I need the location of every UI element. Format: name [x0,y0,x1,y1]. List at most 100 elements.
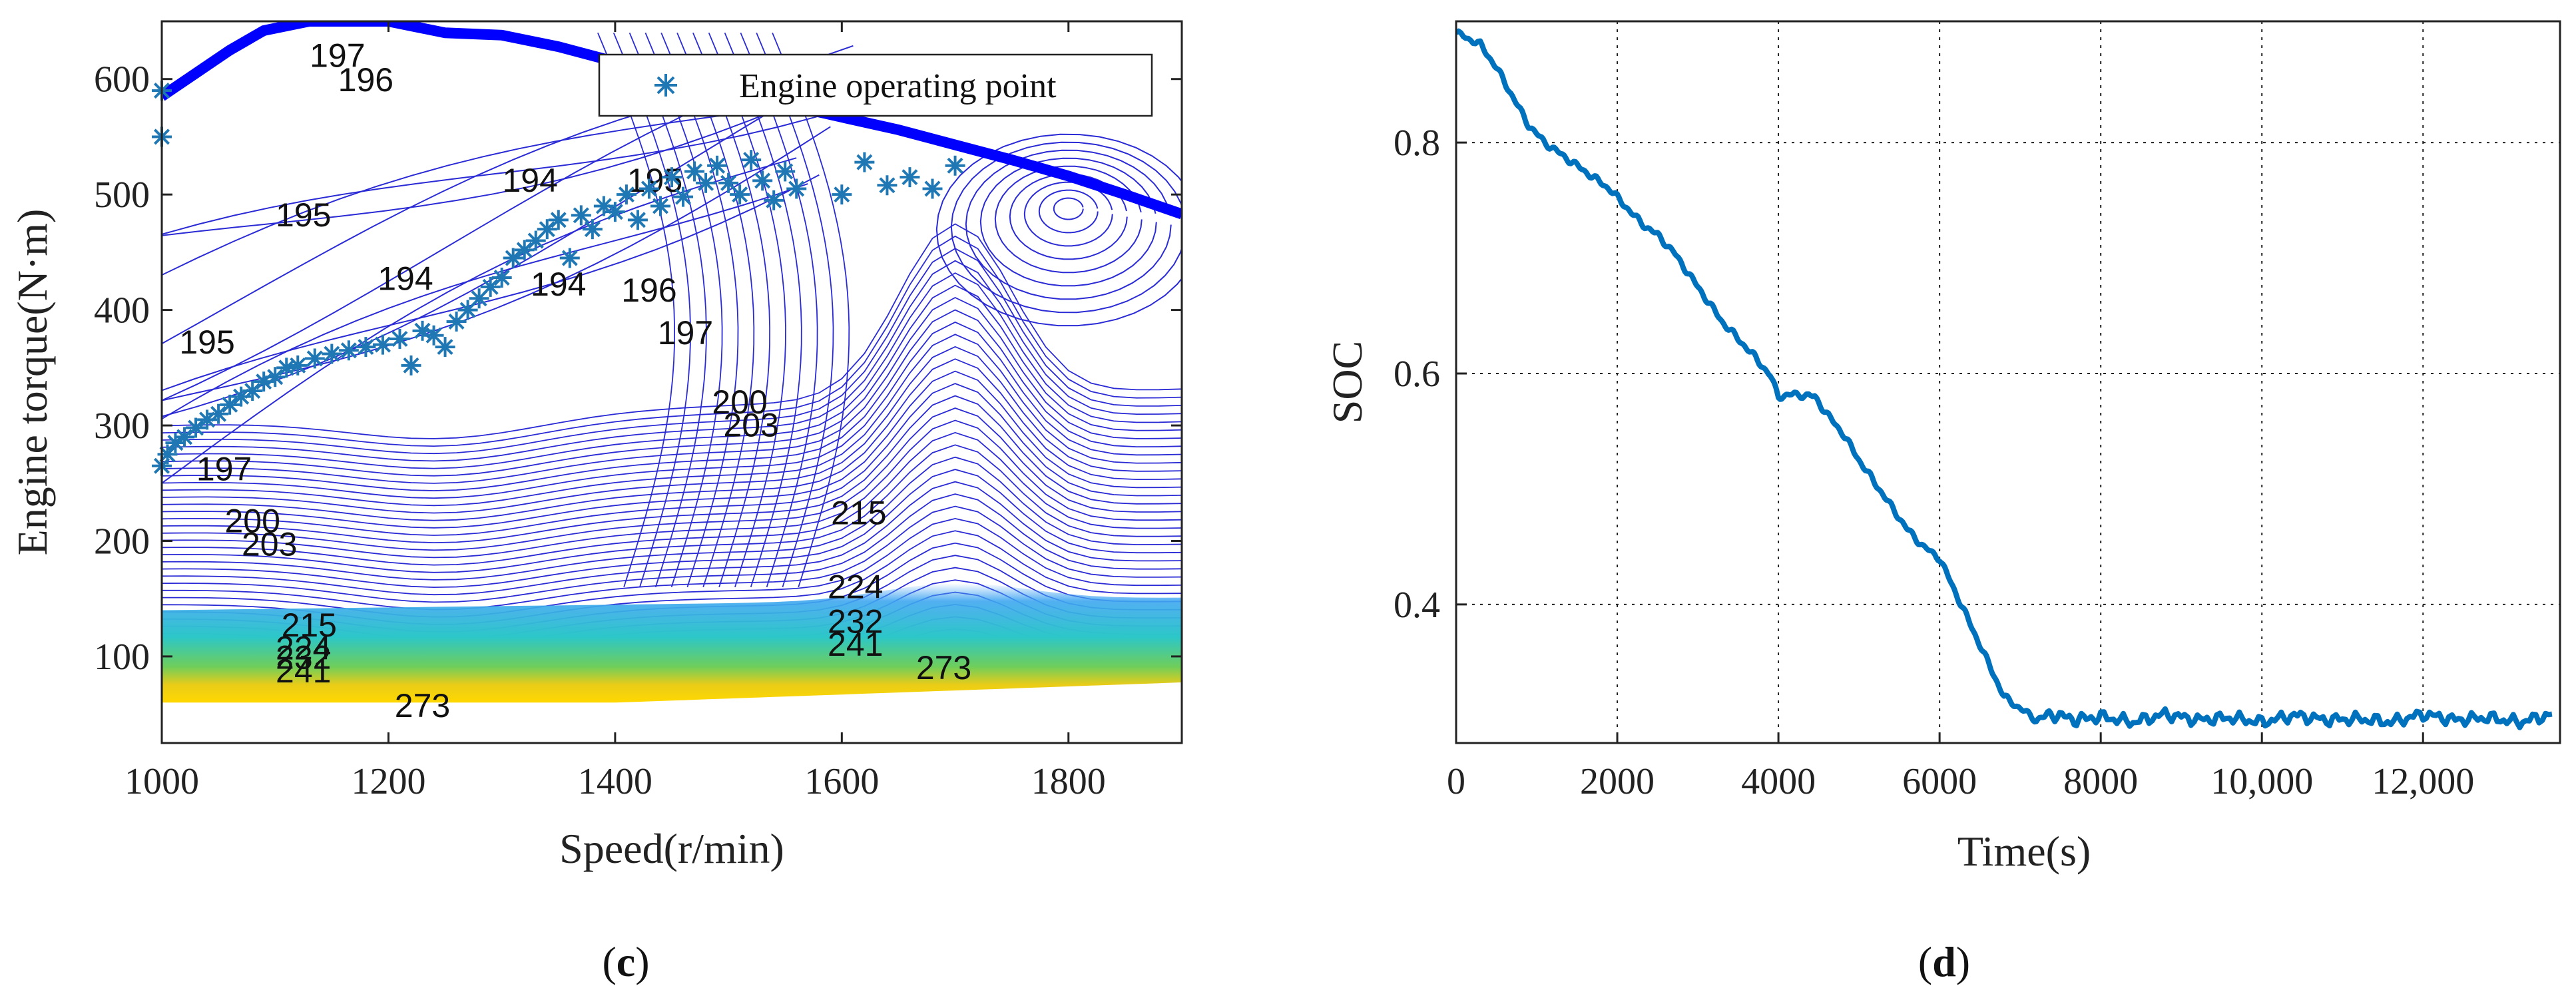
contour-island [965,149,1172,300]
y-tick-label: 500 [94,174,150,216]
operating-point [582,219,603,240]
y-axis-label-d: SOC [1324,341,1371,424]
contour-line [162,444,1182,573]
contour-line [644,32,723,588]
operating-point [435,337,455,358]
contour-label: 197 [196,451,252,488]
contour-line [692,32,771,588]
x-tick-label: 12,000 [2372,761,2474,802]
operating-point [356,337,376,358]
x-tick-label: 1000 [125,761,199,802]
soc-line [1456,28,2553,730]
x-tick-label: 1200 [351,761,425,802]
contour-line [162,183,808,420]
y-tick-label: 100 [94,636,150,678]
operating-point [832,184,852,205]
operating-point [174,427,195,447]
contour-line [162,248,1182,455]
contour-label: 224 [828,569,883,606]
contour-label: 232 [828,603,883,640]
operating-point [548,210,569,230]
plot-frame-c [160,20,1183,744]
contour-label: 203 [242,525,297,563]
y-ticks-c: 100 200 300 400 500 600 [94,59,1182,678]
operating-point [537,219,557,240]
y-tick-label: 0.4 [1394,585,1440,626]
operating-point [650,196,670,216]
contour-label: 241 [828,626,883,663]
contour-line [597,32,676,588]
y-tick-label: 300 [94,405,150,447]
contour-island [1023,181,1113,247]
contour-label: 273 [916,649,971,686]
operating-points [152,81,965,476]
operating-point [616,184,637,205]
y-tick-label: 600 [94,59,150,101]
contour-line [629,32,707,588]
contour-line [162,284,1182,477]
x-tick-label: 1600 [804,761,879,802]
operating-point [503,248,523,268]
contour-line [162,70,842,417]
operating-point [265,367,286,387]
contour-island [950,141,1182,314]
contour-line [162,296,1182,484]
contour-label: 196 [621,272,676,309]
contour-island [1009,173,1128,260]
operating-point [559,248,580,268]
contour-line [162,157,797,484]
contour-line [676,32,755,588]
contour-line [162,431,1182,566]
operating-point [662,167,682,188]
operating-point [372,334,393,355]
high-bsfc-color-band [162,583,1182,703]
operating-point [389,328,410,349]
contour-line [162,419,1182,559]
panel-label-c: (c) [602,938,649,985]
contour-line [162,321,1182,499]
x-tick-label: 1800 [1031,761,1106,802]
operating-point [514,240,535,260]
contour-label: 195 [276,196,331,234]
contour-line [162,517,1182,618]
operating-point [922,178,943,199]
legend: Engine operating point [598,53,1153,117]
operating-point [401,355,421,376]
operating-point [877,175,898,196]
operating-point [900,167,920,188]
y-ticks-d: 0.4 0.6 0.8 [1394,123,1467,626]
operating-point [322,344,342,364]
operating-point [707,155,728,176]
contour-line [162,481,1182,596]
contour-label: 194 [378,260,433,297]
contour-label: 197 [658,314,713,352]
contour-island [1038,189,1099,234]
contour-island [994,165,1143,274]
operating-point [639,178,659,199]
x-axis-label-d: Time(s) [1957,828,2091,875]
contour-line [162,309,1182,491]
contour-line [162,346,1182,514]
contour-line [162,493,1182,603]
operating-point [764,190,784,210]
operating-point [491,268,512,288]
operating-point [786,178,807,199]
line-panel-d: 0 2000 4000 6000 8000 10,000 12,000 0.40.60.8 … [1324,20,2561,985]
panel-label-d: (d) [1918,938,1970,985]
contour-line [162,469,1182,589]
x-tick-label: 10,000 [2210,761,2313,802]
x-ticks-d: 0 2000 4000 6000 8000 10,000 12,000 [1447,732,2474,802]
contour-lines [162,32,1182,685]
operating-point [571,205,591,226]
operating-point [208,403,229,424]
contour-label: 194 [503,162,558,199]
contour-line [708,32,786,588]
asterisk-marker-icon [654,74,677,97]
operating-point [627,210,648,230]
operating-point [288,355,308,376]
operating-point [741,150,762,170]
contour-line [162,94,888,235]
contour-label: 232 [276,638,331,676]
